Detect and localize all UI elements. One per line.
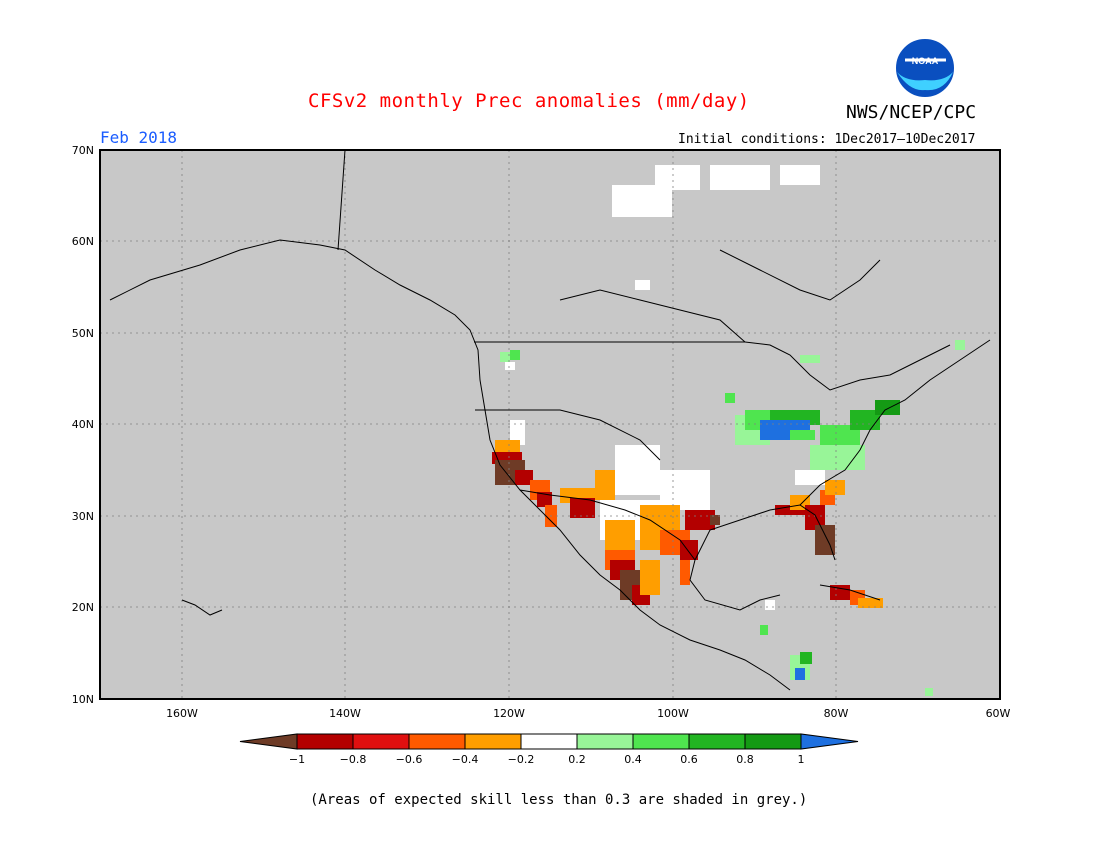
lon-label: 140W [329, 707, 361, 720]
lat-label: 70N [72, 144, 94, 157]
lon-label: 120W [493, 707, 525, 720]
logo-text: NOAA [912, 56, 939, 66]
colorbar-segment [632, 733, 690, 750]
colorbar-tick-label: 0.6 [680, 753, 698, 766]
colorbar-tick-label: −0.8 [340, 753, 367, 766]
colorbar-segment [520, 733, 578, 750]
lat-label: 40N [72, 418, 94, 431]
anomaly-cells [492, 165, 965, 696]
forecast-month: Feb 2018 [100, 128, 178, 147]
colorbar-segment [464, 733, 522, 750]
colorbar-tick-label: −1 [289, 753, 305, 766]
colorbar-segment [408, 733, 466, 750]
graticule [100, 150, 1000, 699]
colorbar-tick-label: 0.4 [624, 753, 642, 766]
lon-label: 80W [824, 707, 849, 720]
agency-label: NWS/NCEP/CPC [846, 102, 977, 123]
colorbar-segment [576, 733, 634, 750]
lat-label: 20N [72, 601, 94, 614]
colorbar-segment [296, 733, 354, 750]
colorbar-segment [352, 733, 410, 750]
lat-label: 60N [72, 235, 94, 248]
lon-label: 60W [986, 707, 1011, 720]
colorbar-tick-label: −0.4 [452, 753, 479, 766]
colorbar-tick-label: 0.8 [736, 753, 754, 766]
map-title: CFSv2 monthly Prec anomalies (mm/day) [308, 90, 750, 112]
colorbar: −1 −0.8 −0.6 −0.4 −0.2 0.2 0.4 0.6 0.8 1 [239, 733, 859, 766]
longitude-labels: 160W 140W 120W 100W 80W 60W [166, 707, 1010, 720]
map-frame [99, 149, 1001, 700]
skill-footnote: (Areas of expected skill less than 0.3 a… [310, 792, 808, 808]
colorbar-arrow-low [239, 733, 298, 750]
initial-conditions: Initial conditions: 1Dec2017–10Dec2017 [678, 132, 976, 147]
colorbar-arrow-high [800, 733, 859, 750]
colorbar-segment [688, 733, 746, 750]
colorbar-segment [744, 733, 802, 750]
noaa-logo: NOAA [894, 37, 956, 99]
lon-label: 160W [166, 707, 198, 720]
colorbar-tick-label: 1 [798, 753, 805, 766]
colorbar-tick-label: −0.2 [508, 753, 535, 766]
colorbar-tick-label: 0.2 [568, 753, 586, 766]
coastlines [109, 149, 991, 691]
lon-label: 100W [657, 707, 689, 720]
lat-label: 30N [72, 510, 94, 523]
latitude-labels: 70N 60N 50N 40N 30N 20N 10N [72, 144, 94, 706]
colorbar-tick-label: −0.6 [396, 753, 423, 766]
lat-label: 50N [72, 327, 94, 340]
lat-label: 10N [72, 693, 94, 706]
